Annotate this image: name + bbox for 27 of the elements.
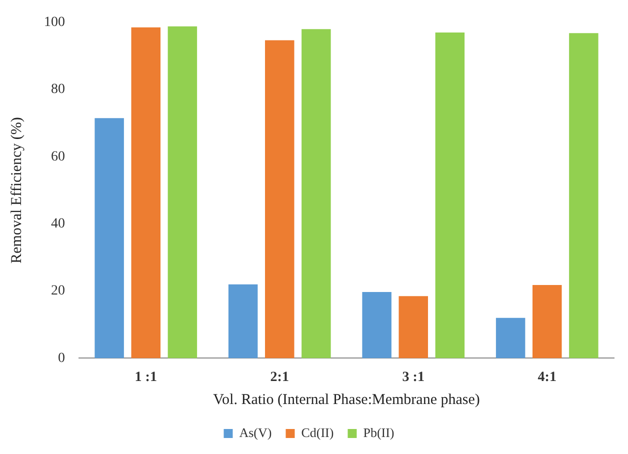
bar — [228, 284, 258, 358]
x-axis-title: Vol. Ratio (Internal Phase:Membrane phase) — [213, 392, 480, 408]
bar — [131, 27, 160, 358]
bar — [265, 40, 294, 358]
bar — [302, 29, 331, 358]
bar — [398, 296, 428, 358]
y-tick-label: 80 — [51, 82, 65, 98]
y-tick-label: 0 — [58, 350, 65, 366]
y-tick-label: 100 — [44, 15, 65, 30]
legend-label: Cd(II) — [301, 424, 334, 440]
x-tick-label: 4:1 — [538, 370, 556, 386]
y-tick-label: 40 — [51, 216, 65, 232]
bar — [435, 32, 465, 358]
legend-label: As(V) — [239, 424, 272, 440]
legend-label: Pb(II) — [363, 424, 394, 440]
y-tick-label: 60 — [51, 149, 65, 164]
x-tick-label: 1 :1 — [134, 370, 157, 386]
bar — [569, 33, 598, 358]
y-tick-label: 20 — [51, 284, 65, 299]
bar — [532, 284, 562, 358]
x-tick-label: 2:1 — [270, 370, 289, 386]
x-tick-label: 3 :1 — [402, 370, 424, 386]
bar — [362, 292, 392, 358]
bar — [496, 318, 526, 358]
bar — [168, 26, 198, 358]
y-axis-title: Removal Efficiency (%) — [8, 117, 25, 264]
bar — [94, 118, 124, 358]
